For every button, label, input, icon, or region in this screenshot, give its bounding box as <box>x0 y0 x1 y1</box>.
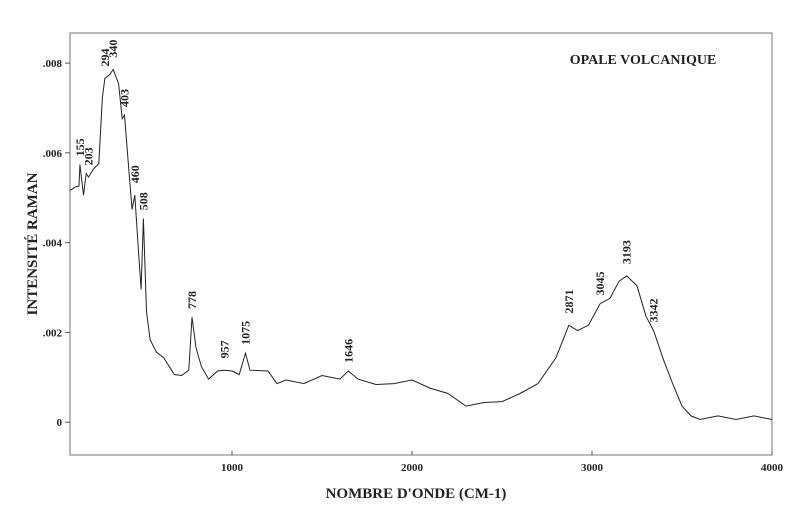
spectrum-line <box>69 68 773 421</box>
peak-label: 3342 <box>647 298 661 322</box>
peak-label: 778 <box>185 291 199 309</box>
x-tick-label: 3000 <box>581 462 604 474</box>
chart-title: OPALE VOLCANIQUE <box>570 53 717 68</box>
peak-label: 957 <box>217 340 231 358</box>
x-tick-label: 1000 <box>221 462 244 474</box>
y-tick-label: .002 <box>43 327 63 339</box>
peak-label: 508 <box>136 192 150 210</box>
peak-label: 340 <box>106 40 120 58</box>
peak-label: 1646 <box>341 339 355 363</box>
y-axis-label: INTENSITÉ RAMAN <box>24 172 41 315</box>
peak-label: 3193 <box>620 240 634 264</box>
peak-label: 403 <box>118 89 132 107</box>
x-tick-label: 2000 <box>401 462 424 474</box>
x-axis-label: NOMBRE D'ONDE (CM-1) <box>326 486 507 502</box>
peak-label: 155 <box>73 138 87 156</box>
y-tick-label: .008 <box>43 58 63 70</box>
peak-label: 1075 <box>239 321 253 345</box>
peak-label: 203 <box>82 147 96 165</box>
y-tick-label: .006 <box>43 148 63 160</box>
peak-label: 294 <box>98 49 112 67</box>
plot-frame <box>69 32 773 456</box>
peak-label: 3045 <box>593 272 607 296</box>
peak-label: 2871 <box>562 289 576 313</box>
y-tick-label: 0 <box>57 417 63 429</box>
y-tick-label: .004 <box>43 238 63 250</box>
x-tick-label: 4000 <box>761 462 784 474</box>
peak-label: 460 <box>128 165 142 183</box>
